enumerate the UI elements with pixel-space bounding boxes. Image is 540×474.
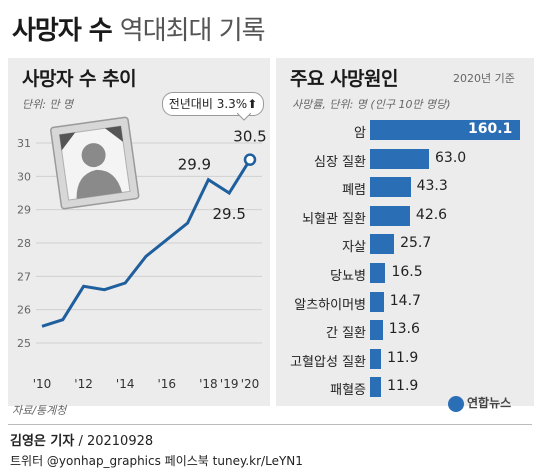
bar-value-label: 14.7 — [389, 292, 421, 309]
bar-value-label: 160.1 — [468, 121, 513, 137]
x-tick-label: '14 — [116, 377, 135, 391]
up-arrow-icon: ⬆ — [247, 97, 258, 111]
causes-bar-chart: 암 160.1 심장 질환 63.0 폐렴 43.3 뇌혈관 질환 42.6 자살 25.7 당뇨병… — [276, 118, 534, 406]
yoy-callout-value: 3.3% — [216, 97, 248, 111]
x-tick-label: '10 — [33, 377, 52, 391]
bar-category-label: 간 질환 — [325, 326, 366, 342]
memorial-photo-icon — [50, 116, 140, 210]
trend-title: 사망자 수 추이 — [22, 68, 137, 90]
page-title-rest: 역대최대 기록 — [119, 16, 266, 46]
x-tick-label: '18 — [199, 377, 218, 391]
x-tick-label: '19 — [220, 377, 239, 391]
callout-pointer — [237, 113, 251, 121]
yoy-callout: 전년대비 3.3%⬆ — [162, 92, 264, 116]
bar — [370, 291, 384, 312]
source-note: 자료/통계청 — [12, 404, 67, 417]
bar — [370, 177, 411, 198]
trend-line — [41, 158, 252, 328]
bar-category-label: 자살 — [342, 240, 366, 256]
trend-unit: 단위: 만 명 — [22, 98, 74, 111]
x-tick-label: '20 — [241, 377, 260, 391]
trend-data-label: 29.5 — [212, 205, 245, 223]
bar-value-label: 43.3 — [416, 178, 448, 195]
yoy-callout-label: 전년대비 — [168, 97, 213, 111]
bar-value-label: 11.9 — [387, 349, 419, 366]
bar — [370, 148, 430, 169]
credit-line: 김영은 기자 / 20210928 — [10, 430, 153, 449]
death-trend-chart: 25 26 27 28 29 30 31 '10 '12 '14 '16 '18'19'20 29.9… — [17, 116, 267, 391]
yonhap-logo-icon — [448, 395, 464, 412]
bar-value-label: 11.9 — [387, 378, 419, 395]
trend-data-label: 30.5 — [233, 128, 266, 146]
causes-title: 주요 사망원인 — [290, 68, 399, 90]
trend-data-label: 29.9 — [178, 156, 211, 174]
footer-divider — [8, 424, 532, 425]
bar-category-label: 폐렴 — [342, 183, 366, 199]
bar-value-label: 25.7 — [400, 235, 432, 252]
bar-value-label: 63.0 — [435, 149, 467, 166]
trend-panel — [8, 58, 270, 406]
bar — [370, 205, 410, 226]
y-tick-label: 30 — [17, 170, 31, 183]
bar-category-label: 심장 질환 — [314, 154, 366, 170]
bar — [370, 263, 386, 283]
causes-panel — [276, 58, 534, 406]
reporter-name: 김영은 기자 — [10, 434, 75, 449]
y-tick-label: 26 — [17, 304, 31, 317]
page-title-bold: 사망자 수 — [12, 16, 113, 46]
causes-base-year: 2020년 기준 — [453, 72, 515, 85]
x-tick-label: '12 — [74, 377, 93, 391]
bar-category-label: 당뇨병 — [330, 269, 366, 284]
bar-category-label: 패혈증 — [330, 383, 366, 399]
x-tick-label: '16 — [158, 377, 177, 391]
y-tick-label: 31 — [17, 137, 31, 150]
credit-date: / 20210928 — [74, 434, 154, 449]
bar — [370, 377, 382, 398]
y-tick-label: 27 — [17, 270, 31, 283]
brand-name: 연합뉴스 — [467, 396, 512, 410]
y-tick-label: 29 — [17, 204, 31, 217]
causes-unit: 사망률, 단위: 명 (인구 10만 명당) — [292, 98, 451, 111]
page-title: 사망자 수 역대최대 기록 — [12, 10, 266, 47]
y-tick-label: 28 — [17, 237, 31, 250]
bar-category-label: 뇌혈관 질환 — [302, 211, 366, 227]
bar — [370, 348, 382, 369]
bar-value-label: 13.6 — [388, 321, 420, 338]
y-tick-label: 25 — [17, 337, 31, 350]
bar-value-label: 16.5 — [391, 264, 423, 280]
bar-category-label: 알츠하이머병 — [294, 297, 366, 313]
bar-value-label: 42.6 — [415, 206, 448, 223]
bar-category-label: 암 — [354, 126, 366, 141]
trend-point-last — [243, 153, 257, 166]
yonhap-brand: 연합뉴스 — [448, 394, 511, 412]
bar — [370, 320, 383, 341]
bar — [370, 120, 520, 140]
bar — [370, 234, 395, 255]
sns-line: 트위터 @yonhap_graphics 페이스북 tuney.kr/LeYN1 — [10, 454, 303, 468]
bar-category-label: 고혈압성 질환 — [290, 354, 366, 370]
